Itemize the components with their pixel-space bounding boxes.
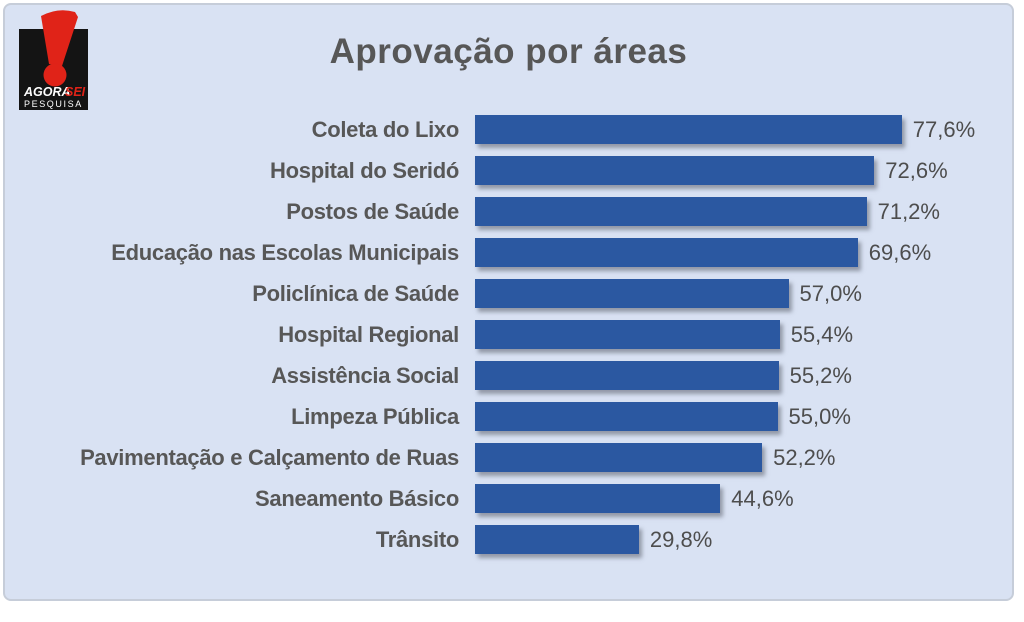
- chart-row: Policlínica de Saúde 57,0%: [21, 279, 1012, 308]
- agora-sei-logo: AGORA SEI PESQUISA: [18, 9, 90, 113]
- category-label: Coleta do Lixo: [311, 116, 460, 142]
- chart-panel: AGORA SEI PESQUISA Aprovação por áreas C…: [3, 3, 1014, 601]
- chart-row: Postos de Saúde 71,2%: [21, 197, 1012, 226]
- chart-row: Saneamento Básico 44,6%: [21, 484, 1012, 513]
- chart-row: Educação nas Escolas Municipais 69,6%: [21, 238, 1012, 267]
- category-label: Policlínica de Saúde: [252, 280, 459, 306]
- value-label: 71,2%: [877, 198, 940, 224]
- bar: [475, 361, 779, 390]
- category-label: Limpeza Pública: [291, 403, 459, 429]
- value-label: 55,0%: [788, 403, 851, 429]
- bar: [475, 402, 778, 431]
- value-label: 57,0%: [799, 280, 862, 306]
- value-label: 29,8%: [649, 526, 713, 552]
- chart-title: Aprovação por áreas: [329, 32, 688, 71]
- category-label: Hospital Regional: [278, 321, 459, 347]
- chart-row: Assistência Social 55,2%: [21, 361, 1012, 390]
- bar: [475, 156, 875, 185]
- bar: [475, 115, 902, 144]
- bar: [475, 197, 867, 226]
- bar-chart: Coleta do Lixo 77,6% Hospital do Seridó 72,…: [5, 115, 1012, 554]
- category-label: Trânsito: [375, 526, 459, 552]
- category-label: Postos de Saúde: [286, 198, 459, 224]
- category-label: Saneamento Básico: [255, 485, 459, 511]
- value-label: 44,6%: [731, 485, 794, 511]
- bar: [475, 525, 639, 554]
- value-label: 77,6%: [912, 116, 976, 142]
- logo-brand-top: AGORA: [23, 85, 71, 99]
- category-label: Educação nas Escolas Municipais: [111, 239, 459, 265]
- value-label: 52,2%: [773, 444, 836, 470]
- chart-row: Hospital do Seridó 72,6%: [21, 156, 1012, 185]
- value-label: 55,4%: [790, 321, 854, 347]
- logo-brand-bottom: PESQUISA: [24, 99, 83, 109]
- value-label: 69,6%: [868, 239, 932, 265]
- bar: [475, 279, 789, 308]
- bar: [475, 320, 780, 349]
- category-label: Pavimentação e Calçamento de Ruas: [80, 444, 459, 470]
- bar: [475, 484, 721, 513]
- category-label: Hospital do Seridó: [270, 157, 459, 183]
- value-label: 55,2%: [789, 362, 852, 388]
- category-label: Assistência Social: [271, 362, 459, 388]
- exclamation-logo-icon: AGORA SEI PESQUISA: [19, 10, 88, 110]
- chart-row: Pavimentação e Calçamento de Ruas 52,2%: [21, 443, 1012, 472]
- chart-row: Trânsito 29,8%: [21, 525, 1012, 554]
- bar: [475, 443, 763, 472]
- value-label: 72,6%: [885, 157, 948, 183]
- logo-brand-accent: SEI: [65, 85, 86, 99]
- chart-row: Limpeza Pública 55,0%: [21, 402, 1012, 431]
- chart-row: Coleta do Lixo 77,6%: [21, 115, 1012, 144]
- chart-row: Hospital Regional 55,4%: [21, 320, 1012, 349]
- bar: [475, 238, 858, 267]
